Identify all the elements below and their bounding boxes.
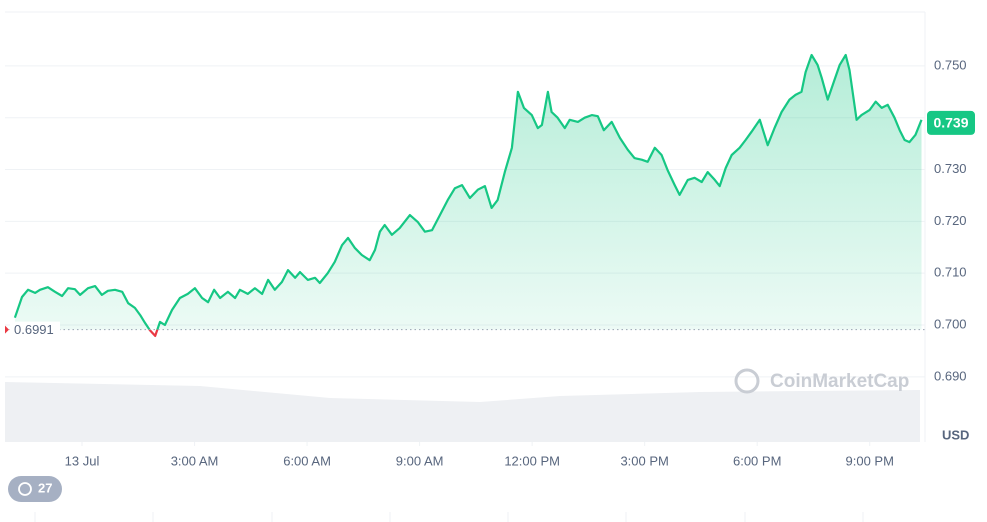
watermark-logo xyxy=(734,368,760,394)
current-price-bg xyxy=(927,110,975,135)
bottom-ticks xyxy=(34,512,864,522)
current-price-label: 0.739 xyxy=(933,115,968,131)
x-tick-label: 3:00 AM xyxy=(171,453,219,468)
x-tick-label: 6:00 AM xyxy=(283,453,331,468)
baseline-label-bg xyxy=(10,321,60,338)
badge-icon xyxy=(18,482,32,496)
area xyxy=(14,55,922,330)
price-line xyxy=(13,53,923,330)
x-tick-label: 13 Jul xyxy=(65,453,100,468)
y-tick-label: 0.730 xyxy=(934,161,967,176)
y-tick-label: 0.710 xyxy=(934,265,967,280)
currency-label: USD xyxy=(942,427,969,442)
y-tick-label: 0.700 xyxy=(934,316,967,331)
x-tick-label: 12:00 PM xyxy=(504,453,560,468)
badge[interactable] xyxy=(8,476,62,502)
x-tick-label: 3:00 PM xyxy=(620,453,668,468)
volume-backdrop xyxy=(5,382,920,442)
x-tick-label: 9:00 AM xyxy=(396,453,444,468)
baseline-marker xyxy=(5,325,9,334)
baseline-label: 0.6991 xyxy=(14,322,54,337)
y-tick-label: 0.720 xyxy=(934,213,967,228)
watermark: CoinMarketCap xyxy=(770,371,909,392)
plot xyxy=(5,53,925,338)
badge-count: 27 xyxy=(38,480,52,495)
x-tick-label: 9:00 PM xyxy=(846,453,894,468)
y-tick-label: 0.750 xyxy=(934,57,967,72)
y-tick-label: 0.690 xyxy=(934,368,967,383)
x-tick-label: 6:00 PM xyxy=(733,453,781,468)
